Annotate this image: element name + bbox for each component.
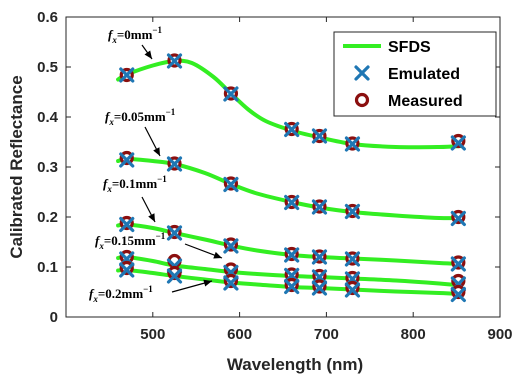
legend: SFDS Emulated Measured xyxy=(333,31,497,117)
annotation-arrow xyxy=(184,243,223,259)
legend-measured-label: Measured xyxy=(388,93,463,110)
emulated-point xyxy=(284,278,300,295)
emulated-point xyxy=(344,282,361,298)
emulated-point xyxy=(311,280,328,296)
legend-measured-swatch xyxy=(354,92,370,108)
y-tick-label: 0.5 xyxy=(37,59,58,76)
emulated-point xyxy=(119,216,135,233)
annotation-arrow xyxy=(144,126,161,157)
sfds-curve-1 xyxy=(116,156,463,221)
x-axis-title: Wavelength (nm) xyxy=(227,355,363,374)
emulated-point xyxy=(344,251,361,267)
y-tick-label: 0.4 xyxy=(37,109,59,126)
emulated-point xyxy=(450,286,466,303)
emulated-point xyxy=(344,136,361,152)
sfds-curve-2 xyxy=(116,222,463,266)
emulated-point xyxy=(223,86,239,102)
annotation-fx-4: fx=0.2mm−1 xyxy=(89,284,153,304)
emulated-point xyxy=(166,53,183,69)
x-tick-label: 600 xyxy=(227,326,252,343)
emulated-point xyxy=(450,256,466,272)
emulated-point xyxy=(284,121,300,138)
emulated-point xyxy=(166,268,183,284)
y-axis-title: Calibrated Reflectance xyxy=(7,75,26,258)
annotation-fx-1: fx=0.05mm−1 xyxy=(105,107,176,127)
annotation-arrow xyxy=(141,44,153,60)
emulated-point xyxy=(311,128,328,144)
sfds-curve-4 xyxy=(116,267,463,296)
y-tick-label: 0.3 xyxy=(37,159,58,176)
sfds-curves xyxy=(116,58,463,296)
emulated-point xyxy=(284,247,300,263)
emulated-point xyxy=(311,199,328,215)
data-markers xyxy=(119,53,466,303)
measured-point xyxy=(167,265,182,281)
emulated-point xyxy=(119,67,135,83)
emulated-point xyxy=(344,203,361,220)
legend-emulated-swatch xyxy=(354,65,370,81)
emulated-point xyxy=(223,238,239,254)
emulated-point xyxy=(450,135,466,151)
annotation-fx-0: fx=0mm−1 xyxy=(108,25,163,45)
annotation-fx-3: fx=0.15mm−1 xyxy=(95,231,166,251)
x-tick-label: 900 xyxy=(487,326,512,343)
emulated-point xyxy=(450,210,466,227)
x-tick-label: 800 xyxy=(401,326,426,343)
emulated-point xyxy=(119,262,135,278)
sfds-curve-0 xyxy=(116,58,463,150)
sfds-curve-3 xyxy=(116,254,463,288)
axes: 500 600 700 800 900 0 0.1 0.2 0.3 0.4 0.5 0.6 xyxy=(37,9,512,343)
emulated-point xyxy=(166,225,183,241)
measured-point xyxy=(451,284,466,300)
emulated-point xyxy=(166,156,183,172)
x-tick-label: 700 xyxy=(314,326,339,343)
emulated-point xyxy=(119,152,135,168)
y-tick-label: 0.6 xyxy=(37,9,58,26)
emulated-point xyxy=(223,176,239,193)
y-tick-label: 0.2 xyxy=(37,209,58,226)
annotation-fx-2: fx=0.1mm−1 xyxy=(103,174,167,194)
emulated-point xyxy=(284,194,300,211)
annotation-arrow xyxy=(141,196,156,223)
emulated-point xyxy=(311,249,328,265)
y-tick-label: 0 xyxy=(50,309,58,326)
annotations: fx=0mm−1 fx=0.05mm−1 fx=0.1mm−1 fx=0.15mm−1… xyxy=(89,25,223,304)
legend-sfds-label: SFDS xyxy=(388,39,431,56)
y-tick-label: 0.1 xyxy=(37,259,58,276)
emulated-point xyxy=(223,275,239,291)
x-tick-label: 500 xyxy=(140,326,165,343)
annotation-arrow xyxy=(171,279,213,293)
legend-emulated-label: Emulated xyxy=(388,66,460,83)
